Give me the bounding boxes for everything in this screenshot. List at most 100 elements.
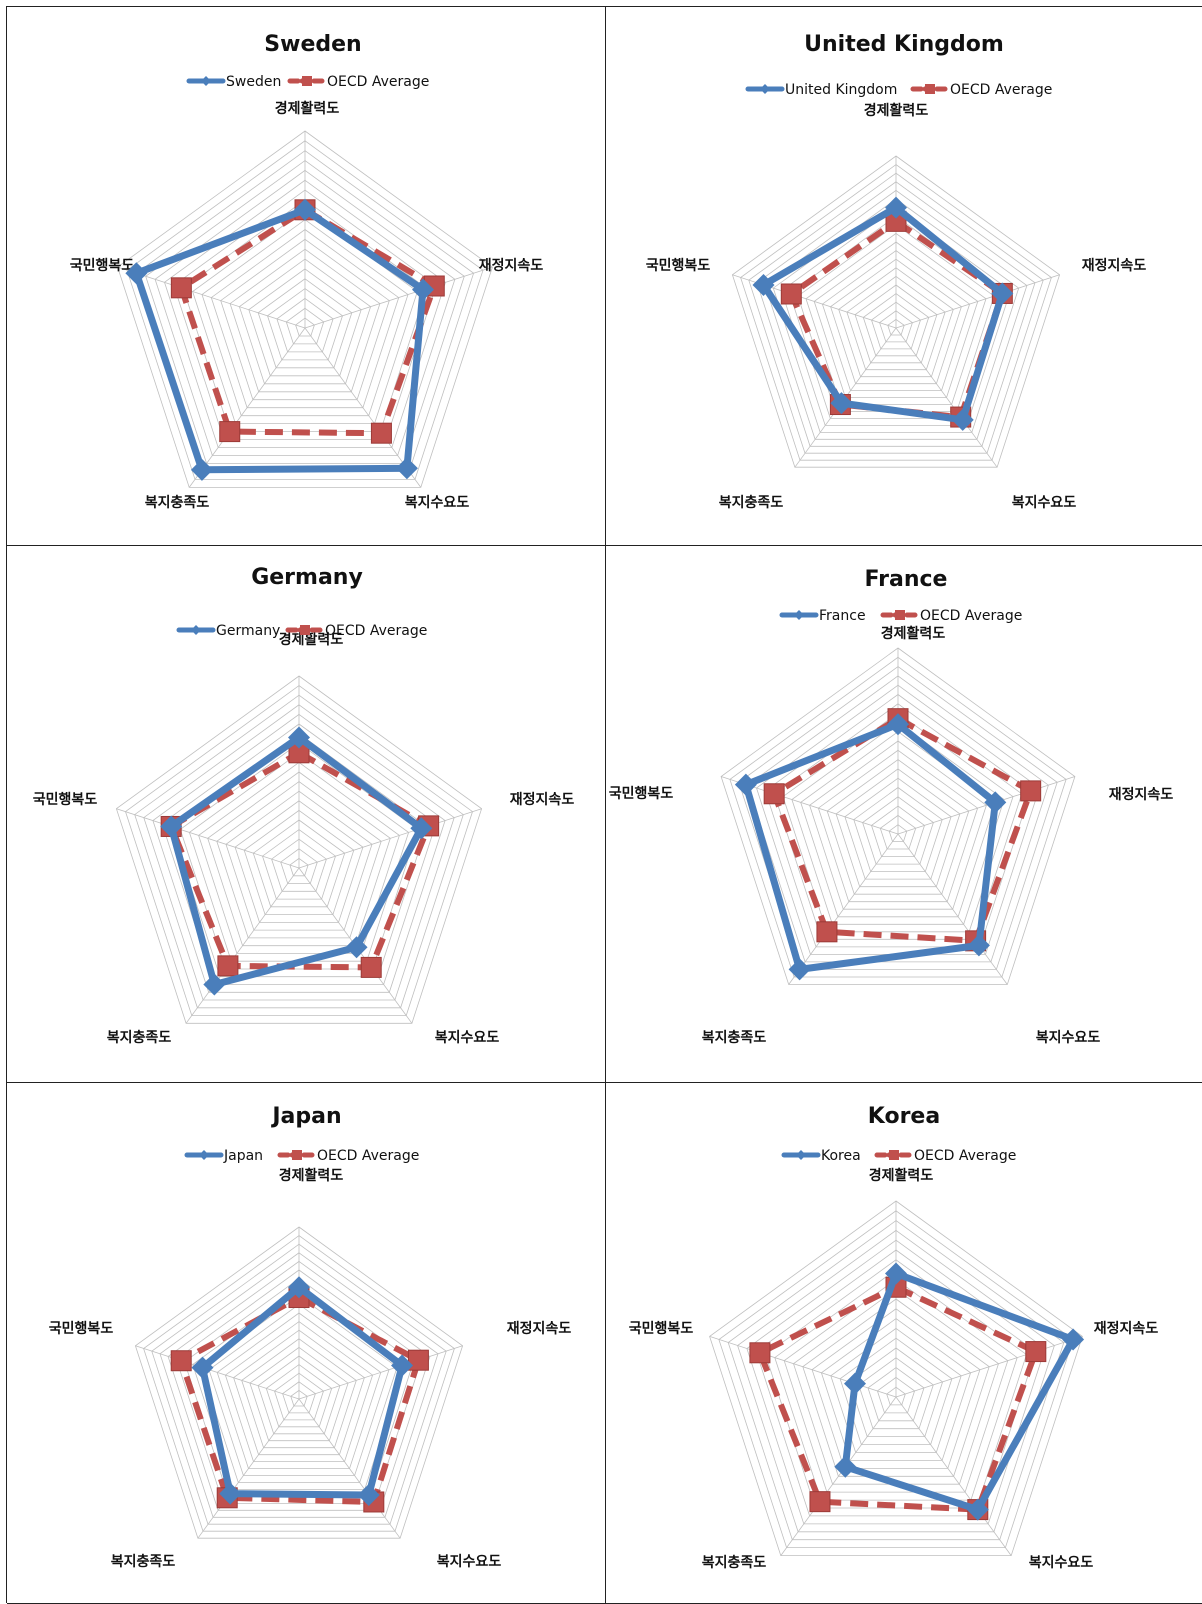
axis-label-5: 국민행복도 xyxy=(629,1320,694,1337)
series-line-japan xyxy=(199,1283,406,1499)
data-point-france xyxy=(967,934,990,957)
data-point-united-kingdom xyxy=(752,273,775,296)
chart-panel-united-kingdom: United Kingdom 경제활력도 재정지속도 복지수요도 복지충족도 국민행복도 U… xyxy=(606,7,1202,546)
axis-label-3: 복지수요도 xyxy=(435,1030,500,1046)
radar-grid xyxy=(134,1226,464,1539)
data-point-korea xyxy=(834,1455,857,1478)
series-oecd-average xyxy=(780,210,1013,428)
chart-title: Japan xyxy=(270,1104,341,1129)
axis-spoke xyxy=(895,274,1060,329)
grid-ring xyxy=(846,275,946,371)
legend-marker-oecd-average xyxy=(925,84,935,94)
data-point-sweden xyxy=(395,457,418,480)
axis-label-2: 재정지속도 xyxy=(510,791,575,808)
axis-spoke xyxy=(788,833,899,985)
grid-ring xyxy=(809,740,987,910)
grid-ring xyxy=(709,1200,1083,1557)
data-point-france xyxy=(788,958,811,981)
grid-ring xyxy=(820,1318,972,1461)
grid-ring xyxy=(290,1389,308,1407)
grid-ring xyxy=(774,1269,1018,1501)
data-point-oecd-average xyxy=(360,956,382,978)
grid-ring xyxy=(858,1357,934,1430)
axis-label-2: 재정지속도 xyxy=(1082,257,1147,274)
axis-label-1: 경제활력도 xyxy=(864,102,929,119)
grid-ring xyxy=(781,207,1011,426)
axis-label-4: 복지충족도 xyxy=(702,1555,767,1571)
grid-ring xyxy=(747,675,1049,963)
chart-title: United Kingdom xyxy=(804,32,1004,57)
axis-spoke xyxy=(298,1398,401,1539)
grid-ring xyxy=(216,781,382,939)
data-point-oecd-average xyxy=(217,955,239,977)
chart-grid: Sweden 경제활력도 재정지속도 복지수요도 복지충족도 국민행복도 Sweden OEC… xyxy=(6,6,1202,1604)
grid-ring xyxy=(243,809,355,916)
legend-label-japan: Japan xyxy=(223,1148,263,1164)
radar-grid xyxy=(709,1200,1083,1557)
data-point-united-kingdom xyxy=(951,408,974,431)
axis-spoke xyxy=(709,1336,897,1398)
grid-ring xyxy=(201,219,409,417)
grid-ring xyxy=(208,1303,390,1476)
legend-marker-korea xyxy=(796,1150,806,1160)
series-line-france xyxy=(742,720,999,973)
grid-ring xyxy=(783,1278,1009,1493)
axis-label-2: 재정지속도 xyxy=(1109,786,1174,803)
legend-label-germany: Germany xyxy=(216,623,280,639)
grid-ring xyxy=(265,1364,333,1428)
data-point-korea xyxy=(885,1262,907,1285)
data-point-oecd-average xyxy=(407,1349,429,1371)
grid-ring xyxy=(280,848,318,884)
legend-marker-oecd-average xyxy=(895,610,905,620)
grid-ring xyxy=(813,241,979,399)
series-france xyxy=(734,713,1007,981)
grid-ring xyxy=(234,800,364,923)
grid-ring xyxy=(159,1252,439,1518)
data-point-sweden xyxy=(125,262,148,285)
axis-spoke xyxy=(897,776,1076,835)
series-united-kingdom xyxy=(752,196,1014,431)
chart-panel-france: France 경제활력도 재정지속도 복지수요도 복지충족도 국민행복도 France OEC… xyxy=(606,546,1202,1083)
axis-label-4: 복지충족도 xyxy=(702,1030,767,1046)
grid-ring xyxy=(755,1249,1037,1517)
grid-ring xyxy=(262,829,336,900)
data-point-sweden xyxy=(190,458,213,481)
axis-label-3: 복지수요도 xyxy=(1029,1555,1094,1571)
grid-ring xyxy=(826,759,970,895)
axis-spoke xyxy=(188,327,306,488)
grid-ring xyxy=(821,250,971,392)
legend-label-oecd-average: OECD Average xyxy=(920,608,1022,624)
axis-label-4: 복지충족도 xyxy=(145,495,210,511)
axis-spoke xyxy=(116,808,300,869)
grid-ring xyxy=(862,293,930,357)
grid-ring xyxy=(830,1327,962,1453)
grid-ring xyxy=(257,278,353,369)
series-korea xyxy=(834,1262,1085,1521)
grid-ring xyxy=(117,130,493,488)
legend: Sweden OECD Average xyxy=(186,74,429,90)
legend: United Kingdom OECD Average xyxy=(745,82,1052,98)
axis-label-4: 복지충족도 xyxy=(111,1554,176,1570)
axis-label-3: 복지수요도 xyxy=(405,495,470,511)
grid-ring xyxy=(126,140,484,480)
grid-ring xyxy=(238,258,372,385)
series-line-korea xyxy=(841,1270,1077,1514)
data-point-oecd-average xyxy=(749,1342,771,1364)
grid-ring xyxy=(720,647,1076,985)
legend-label-oecd-average: OECD Average xyxy=(317,1148,419,1164)
grid-ring xyxy=(811,1308,981,1469)
grid-ring xyxy=(161,723,437,985)
data-point-oecd-average xyxy=(763,783,785,805)
grid-ring xyxy=(173,189,437,441)
axis-spoke xyxy=(895,327,998,468)
grid-ring xyxy=(229,248,381,393)
series-line-germany xyxy=(167,733,425,988)
series-line-oecd-average xyxy=(756,1284,1039,1513)
series-line-united-kingdom xyxy=(760,204,1006,424)
grid-ring xyxy=(817,749,979,903)
legend-label-korea: Korea xyxy=(821,1148,861,1164)
chart-panel-germany: Germany 경제활력도 재정지속도 복지수요도 복지충족도 국민행복도 Germany O… xyxy=(7,546,606,1083)
series-germany xyxy=(160,726,433,996)
axis-label-5: 국민행복도 xyxy=(49,1320,114,1337)
axis-label-4: 복지충족도 xyxy=(107,1030,172,1046)
